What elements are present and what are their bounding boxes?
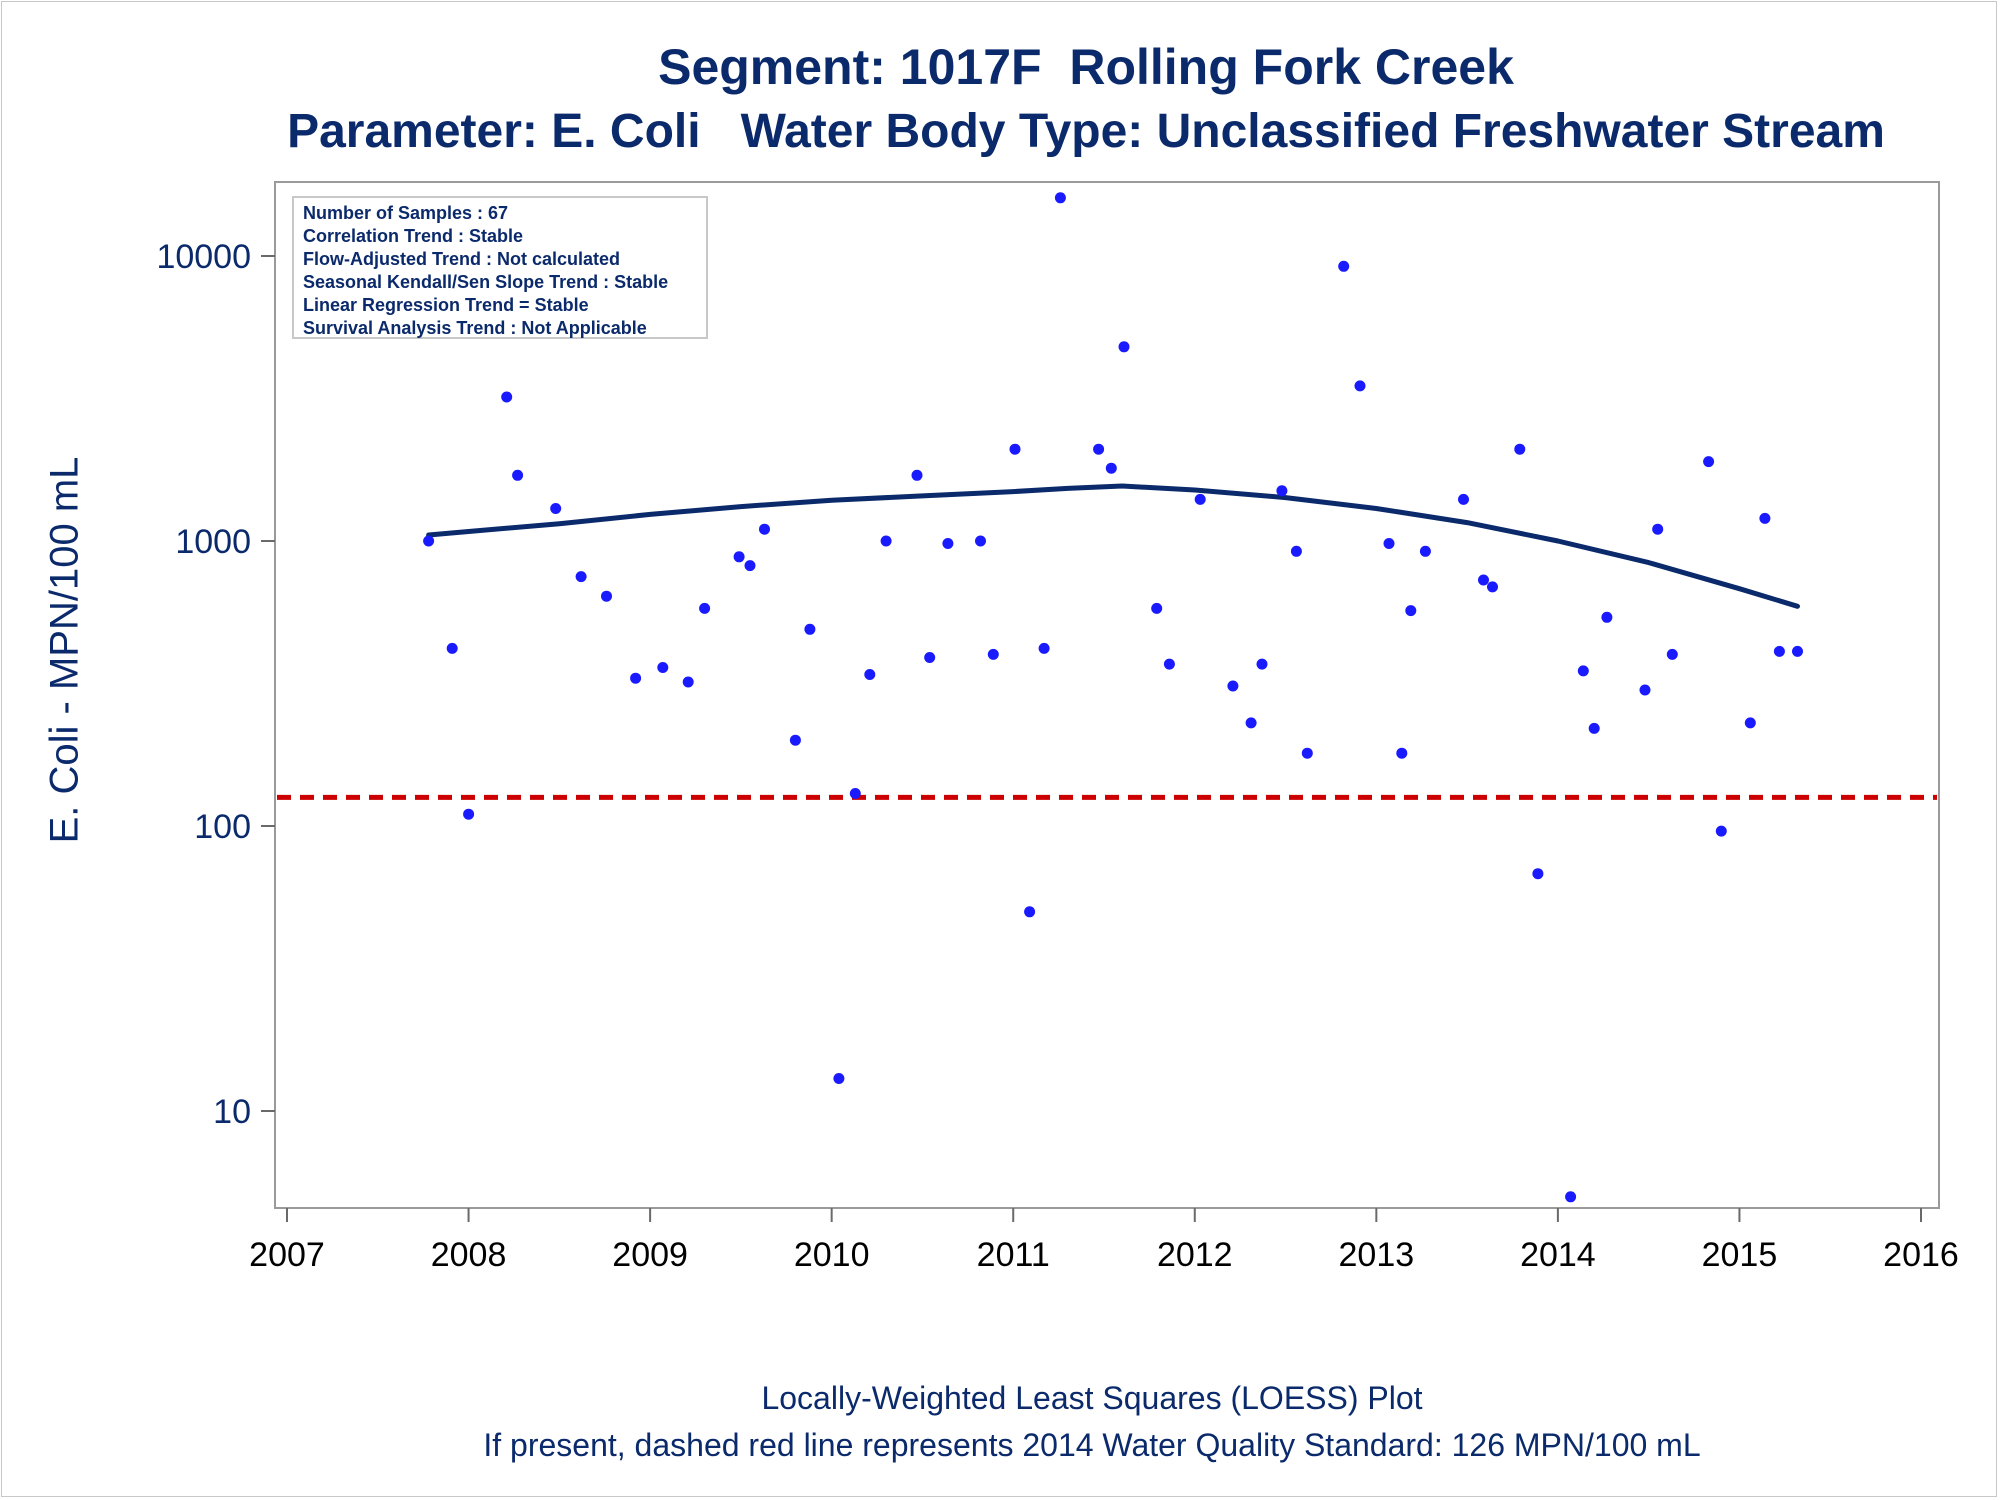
x-tick-label: 2008 (431, 1236, 507, 1274)
x-tick-label: 2011 (977, 1236, 1050, 1274)
sample-point (630, 672, 642, 684)
sample-point (446, 642, 458, 654)
sample-point (789, 734, 801, 746)
y-tick-label: 1000 (175, 523, 251, 561)
plot-area-border (274, 181, 1940, 1209)
loess-curve (426, 483, 1800, 609)
sample-point (1565, 1191, 1577, 1203)
sample-point (1194, 493, 1206, 505)
info-flow-adjusted-trend: Flow-Adjusted Trend : Not calculated (303, 249, 621, 269)
sample-point (1383, 538, 1395, 549)
sample-point (1478, 574, 1489, 586)
sample-point (744, 560, 756, 572)
sample-point (733, 551, 745, 563)
sample-point (864, 669, 876, 680)
sample-point (1290, 545, 1302, 557)
sample-point (942, 538, 954, 549)
x-tick-label: 2012 (1157, 1236, 1233, 1274)
sample-point (849, 788, 861, 799)
info-linear-regression-trend: Linear Regression Trend = Stable (303, 295, 589, 315)
sample-point (463, 808, 475, 820)
sample-point (1514, 443, 1526, 455)
sample-point (1419, 545, 1431, 557)
info-survival-analysis-trend: Survival Analysis Trend : Not Applicable (303, 318, 647, 338)
sample-point (1601, 611, 1613, 623)
sample-point (1024, 906, 1036, 918)
sample-point (601, 590, 612, 602)
sample-point (1639, 684, 1651, 696)
x-tick-label: 2009 (612, 1236, 688, 1274)
sample-point (1227, 680, 1239, 692)
sample-point (804, 623, 816, 635)
sample-point (1588, 722, 1600, 734)
sample-point (1054, 192, 1066, 204)
sample-point (1703, 456, 1715, 468)
x-tick-label: 2010 (794, 1236, 870, 1274)
sample-point (682, 676, 694, 688)
sample-point (423, 535, 435, 547)
sample-point (1354, 380, 1366, 392)
sample-point (924, 652, 936, 663)
sample-point (1256, 658, 1268, 670)
sample-point (1458, 493, 1469, 505)
sample-point (575, 571, 587, 583)
sample-point (550, 503, 562, 514)
sample-point (1715, 825, 1727, 837)
sample-point (987, 648, 999, 660)
sample-point (512, 469, 524, 481)
x-tick-label: 2016 (1883, 1236, 1959, 1274)
sample-point (911, 469, 923, 481)
y-tick-label: 10 (213, 1093, 251, 1131)
sample-point (1744, 717, 1756, 729)
sample-point (975, 535, 986, 547)
info-samples: Number of Samples : 67 (303, 203, 509, 223)
chart-title: Segment: 1017F Rolling Fork Creek (658, 39, 1514, 95)
sample-point (1038, 642, 1050, 654)
sample-point (1276, 485, 1288, 497)
sample-point (699, 602, 711, 614)
sample-point (1532, 868, 1544, 880)
sample-point (1151, 602, 1163, 614)
y-tick-label: 100 (194, 808, 251, 846)
sample-point (1773, 645, 1785, 657)
sample-point (880, 535, 892, 547)
sample-point (1396, 747, 1408, 759)
x-tick-label: 2014 (1520, 1236, 1596, 1274)
info-seasonal-kendall-trend: Seasonal Kendall/Sen Slope Trend : Stabl… (303, 272, 669, 292)
trend-info-box: Number of Samples : 67 Correlation Trend… (292, 196, 708, 339)
sample-point (657, 662, 669, 673)
x-tick-label: 2013 (1339, 1236, 1415, 1274)
sample-point (1759, 512, 1771, 524)
sample-point (1105, 462, 1117, 474)
footnote-standard: If present, dashed red line represents 2… (483, 1427, 1701, 1463)
sample-point (1245, 717, 1257, 729)
y-tick-label: 10000 (156, 238, 251, 276)
footnote-loess: Locally-Weighted Least Squares (LOESS) P… (761, 1380, 1423, 1416)
sample-point (1301, 747, 1313, 759)
sample-point (759, 523, 770, 535)
sample-point (1792, 645, 1803, 657)
info-correlation-trend: Correlation Trend : Stable (303, 226, 524, 246)
x-tick-label: 2007 (249, 1236, 325, 1274)
sample-point (1652, 523, 1664, 535)
sample-point (1405, 605, 1417, 617)
sample-point (1118, 341, 1130, 353)
sample-point (1577, 665, 1589, 677)
sample-point (1093, 443, 1105, 455)
sample-point (1338, 260, 1350, 272)
sample-point (1009, 443, 1021, 455)
sample-point (833, 1073, 845, 1084)
chart-subtitle: Parameter: E. Coli Water Body Type: Uncl… (287, 105, 1885, 158)
sample-point (1666, 648, 1678, 660)
sample-point (1163, 658, 1175, 670)
x-tick-label: 2015 (1702, 1236, 1778, 1274)
sample-point (1487, 581, 1498, 593)
sample-point (501, 391, 513, 403)
